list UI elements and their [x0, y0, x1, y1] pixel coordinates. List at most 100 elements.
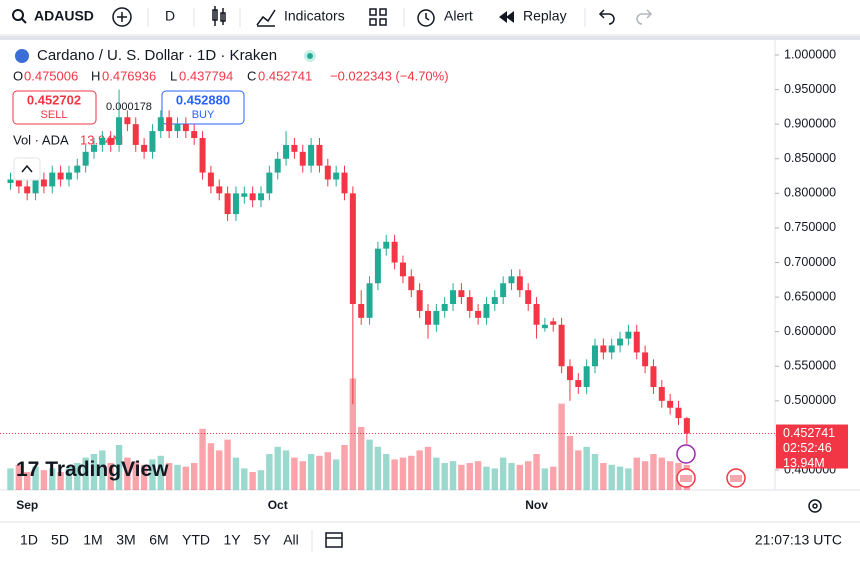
range-button[interactable]: 6M: [149, 532, 168, 548]
volume-bar: [165, 463, 173, 490]
volume-bar: [307, 454, 315, 490]
buy-button[interactable]: [161, 90, 245, 125]
volume-bar: [525, 461, 532, 490]
y-tick-label: 1.000000: [784, 47, 836, 61]
interval[interactable]: D: [165, 8, 175, 24]
candle-body: [349, 193, 356, 304]
candle-body: [107, 138, 114, 145]
high-label: H: [91, 68, 100, 83]
volume-bar: [650, 454, 657, 490]
collapse-button[interactable]: [13, 157, 41, 181]
volume-bar: [575, 450, 582, 490]
volume-bar: [508, 463, 515, 490]
redo-icon[interactable]: [636, 9, 653, 25]
volume-bar: [366, 439, 373, 490]
volume-bar: [591, 454, 599, 490]
y-tick-label: 0.700000: [784, 255, 836, 269]
price-tag-countdown: 02:52:46: [783, 441, 832, 455]
candle-body: [57, 172, 64, 180]
volume-bar: [182, 466, 190, 490]
volume-bar: [658, 457, 665, 490]
event-flag-stripes: [680, 475, 692, 482]
candle-body: [541, 324, 548, 329]
volume-bar: [90, 454, 98, 490]
buy-price: 0.452880: [176, 92, 230, 107]
volume-bar: [132, 461, 139, 490]
candle-body: [667, 400, 674, 408]
volume-bar: [399, 457, 407, 490]
y-tick-label: 0.950000: [784, 82, 836, 96]
volume-bar: [441, 463, 448, 490]
candle-body: [333, 172, 340, 180]
undo-icon[interactable]: [598, 9, 615, 25]
alert-icon[interactable]: [417, 9, 435, 27]
candle-body: [525, 290, 532, 304]
chart-type-icon[interactable]: [212, 6, 226, 26]
range-button[interactable]: 1D: [20, 532, 38, 548]
volume-bar: [274, 446, 281, 490]
indicators-button[interactable]: Indicators: [284, 8, 345, 24]
candle-body: [132, 124, 139, 145]
range-button[interactable]: 5D: [51, 532, 69, 548]
candle-body: [533, 304, 540, 325]
range-button[interactable]: 1M: [83, 532, 102, 548]
candle-body: [466, 297, 473, 311]
settings-icon[interactable]: [808, 499, 822, 513]
volume-bar: [324, 452, 331, 490]
range-button[interactable]: 1Y: [223, 532, 241, 548]
logo-text: TradingView: [45, 458, 169, 481]
volume-bar: [291, 457, 298, 490]
volume-bar: [107, 463, 114, 490]
indicators-icon[interactable]: [256, 9, 276, 27]
candle-body: [358, 304, 365, 318]
alert-button[interactable]: Alert: [444, 8, 473, 24]
sell-button[interactable]: [12, 90, 97, 125]
volume-bar: [49, 468, 56, 490]
candle-body: [516, 276, 523, 291]
volume-bar: [466, 463, 473, 490]
add-symbol-icon[interactable]: [112, 7, 132, 27]
event-icon[interactable]: [676, 444, 696, 464]
candle-body: [658, 387, 665, 401]
candle-body: [383, 241, 390, 249]
date-range-icon[interactable]: [325, 532, 343, 548]
candle-body: [32, 179, 39, 194]
candle-body: [491, 297, 498, 304]
candle-body: [24, 186, 31, 194]
volume-bar: [424, 446, 432, 490]
candle-body: [274, 158, 281, 173]
price-tag: [776, 424, 848, 469]
market-status-dot: [307, 53, 313, 59]
candle-body: [232, 193, 239, 215]
y-tick-label: 0.800000: [784, 186, 836, 200]
candle-body: [608, 345, 615, 353]
range-button[interactable]: 3M: [116, 532, 135, 548]
layouts-icon[interactable]: [369, 8, 387, 26]
candle-body: [683, 418, 690, 434]
replay-icon[interactable]: [499, 11, 514, 23]
replay-button[interactable]: Replay: [523, 8, 567, 24]
volume-bar: [533, 454, 540, 490]
candle-body: [508, 276, 515, 284]
range-button[interactable]: YTD: [182, 532, 210, 548]
volume-bar: [391, 459, 398, 490]
buy-label: BUY: [192, 109, 215, 121]
volume-bar: [140, 464, 148, 490]
volume-bar: [124, 457, 131, 490]
volume-bar: [316, 455, 323, 490]
plot-area: 0.4000000.4500000.5000000.5500000.600000…: [7, 47, 836, 512]
range-button[interactable]: All: [283, 532, 299, 548]
volume-bar: [7, 468, 14, 490]
candle-body: [617, 338, 624, 346]
symbol[interactable]: ADAUSD: [34, 8, 94, 24]
volume-bar: [216, 450, 223, 490]
search-icon[interactable]: [12, 9, 27, 24]
clock: 21:07:13 UTC: [755, 532, 842, 548]
candle-body: [475, 310, 482, 318]
candle-body: [224, 193, 231, 215]
range-button[interactable]: 5Y: [253, 532, 271, 548]
volume-bar: [449, 461, 457, 490]
candle-body: [49, 172, 56, 187]
